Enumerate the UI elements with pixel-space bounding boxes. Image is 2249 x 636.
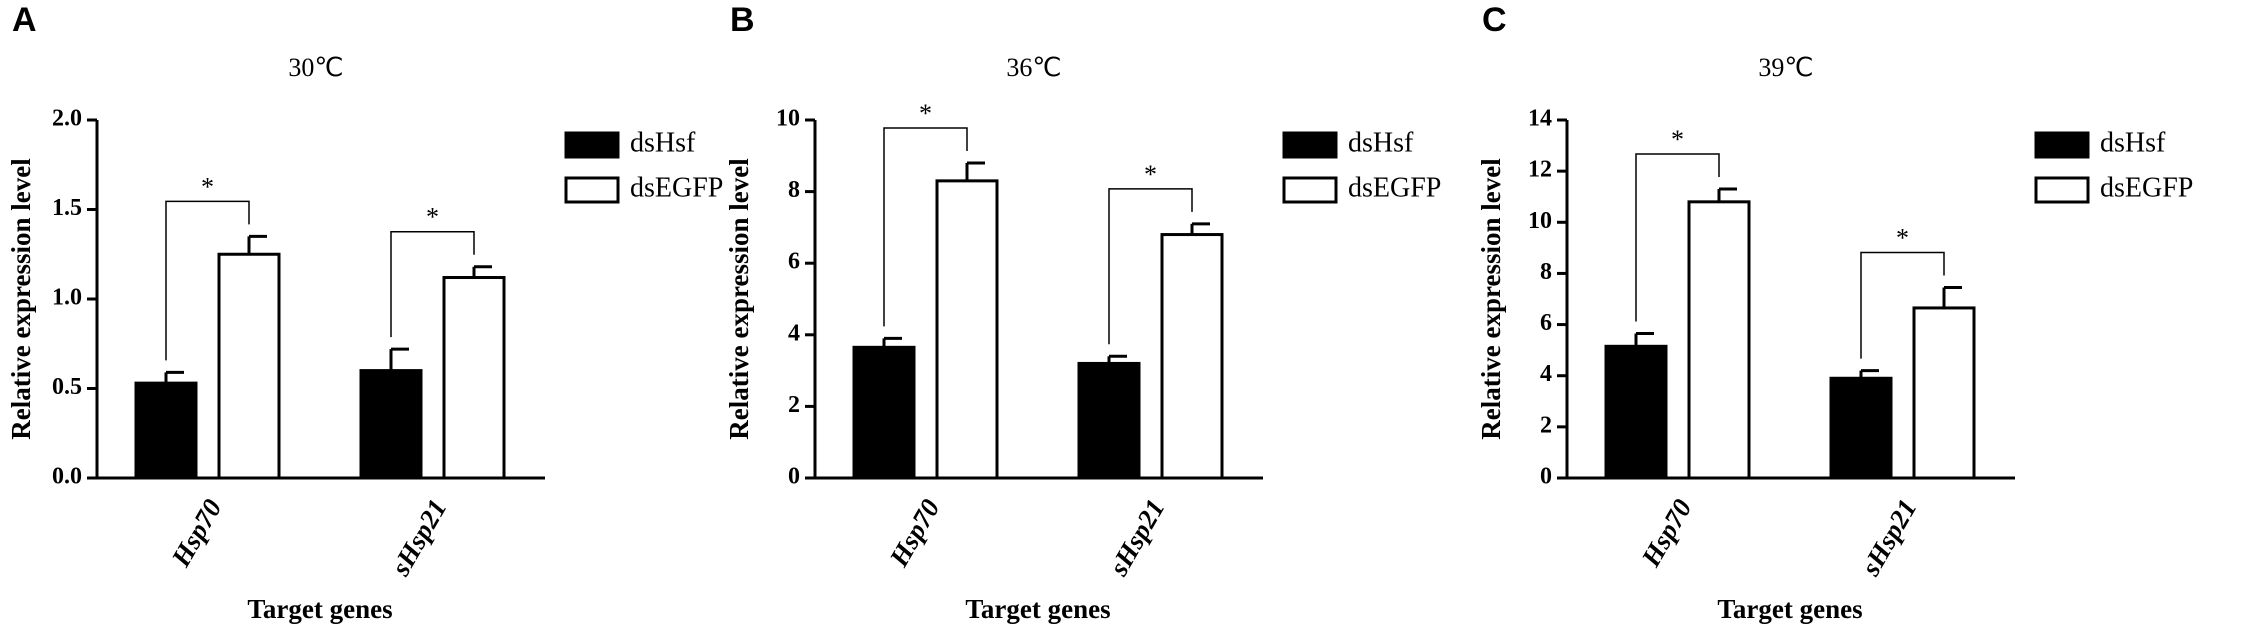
y-tick-label: 12 [1528, 157, 1552, 183]
y-tick-label: 10 [776, 106, 800, 132]
legend-label: dsHsf [630, 127, 696, 158]
bar [852, 345, 916, 480]
legend-label: dsEGFP [630, 172, 723, 203]
bar [359, 369, 423, 480]
y-tick-label: 8 [1540, 259, 1552, 285]
significance-label: * [201, 172, 214, 201]
legend-label: dsHsf [2100, 127, 2166, 158]
y-tick-label: 0 [1540, 464, 1552, 490]
panel-letter: C [1482, 1, 1507, 39]
x-tick-label: Hsp70 [1635, 494, 1698, 573]
y-tick-label: 4 [1540, 361, 1552, 387]
significance-bracket [390, 231, 475, 338]
legend-label: dsEGFP [1348, 172, 1441, 203]
legend-swatch [564, 131, 620, 159]
significance-bracket [883, 127, 968, 327]
y-tick-label: 0 [788, 464, 800, 490]
bar [1077, 361, 1141, 480]
significance-label: * [919, 99, 932, 128]
y-tick-label: 1.5 [52, 195, 82, 221]
y-tick-label: 2 [788, 392, 800, 418]
significance-label: * [426, 203, 439, 232]
significance-bracket [1635, 153, 1720, 322]
significance-label: * [1144, 160, 1157, 189]
x-tick-label: Hsp70 [165, 494, 228, 573]
y-tick-label: 2.0 [52, 106, 82, 132]
significance-bracket [1860, 251, 1945, 359]
significance-bracket [165, 200, 250, 361]
y-tick-label: 14 [1528, 106, 1552, 132]
significance-label: * [1896, 223, 1909, 252]
legend-swatch [1282, 131, 1338, 159]
x-tick-label: sHsp21 [1855, 494, 1923, 581]
bar [1160, 233, 1224, 480]
bar [935, 179, 999, 480]
bar [1912, 306, 1976, 480]
chart-title: 36℃ [1006, 53, 1061, 82]
legend-swatch [564, 176, 620, 204]
bar [217, 252, 281, 480]
y-tick-label: 6 [788, 249, 800, 275]
chart-title: 30℃ [288, 53, 343, 82]
legend-label: dsHsf [1348, 127, 1414, 158]
bar [442, 276, 506, 480]
y-tick-label: 2 [1540, 412, 1552, 438]
y-tick-label: 8 [788, 177, 800, 203]
panel-letter: A [12, 1, 37, 39]
y-tick-label: 0.5 [52, 374, 82, 400]
x-tick-label: Hsp70 [883, 494, 946, 573]
bar [134, 381, 198, 480]
y-axis-label: Relative expression level [1476, 158, 1506, 440]
legend-label: dsEGFP [2100, 172, 2193, 203]
bar [1604, 344, 1668, 480]
panel-letter: B [730, 1, 755, 39]
legend-swatch [2034, 176, 2090, 204]
significance-bracket [1108, 188, 1193, 345]
x-axis-label: Target genes [965, 594, 1110, 624]
significance-label: * [1671, 125, 1684, 154]
x-axis-label: Target genes [1717, 594, 1862, 624]
legend-swatch [2034, 131, 2090, 159]
chart-title: 39℃ [1758, 53, 1813, 82]
x-axis-label: Target genes [247, 594, 392, 624]
x-tick-label: sHsp21 [1103, 494, 1171, 581]
y-tick-label: 1.0 [52, 285, 82, 311]
y-tick-label: 6 [1540, 310, 1552, 336]
y-tick-label: 4 [788, 320, 800, 346]
x-tick-label: sHsp21 [385, 494, 453, 581]
y-axis-label: Relative expression level [6, 158, 36, 440]
y-axis-label: Relative expression level [724, 158, 754, 440]
y-tick-label: 0.0 [52, 464, 82, 490]
y-tick-label: 10 [1528, 208, 1552, 234]
bar [1829, 376, 1893, 480]
legend-swatch [1282, 176, 1338, 204]
bar [1687, 200, 1751, 480]
